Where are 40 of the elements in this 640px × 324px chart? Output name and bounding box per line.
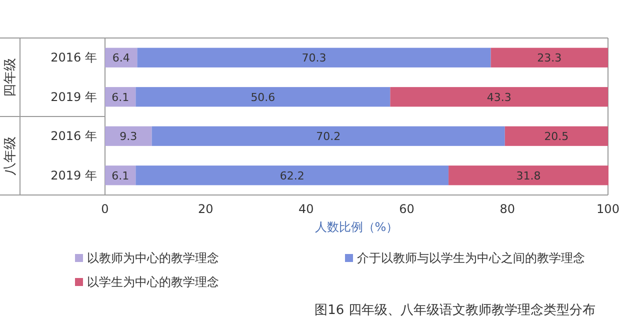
y-tick-label: 2019 年	[50, 90, 97, 104]
text: 四年级	[3, 58, 18, 97]
x-axis-title: 人数比例（%）	[314, 220, 398, 234]
x-tick-label: 20	[198, 202, 214, 216]
x-tick-label: 60	[399, 202, 414, 216]
data-label: 9.3	[120, 130, 138, 144]
bar	[137, 48, 491, 68]
bar	[136, 166, 449, 186]
x-tick-label: 0	[101, 202, 109, 216]
data-label: 6.1	[112, 90, 130, 104]
legend-label: 以学生为中心的教学理念	[87, 275, 219, 289]
bar	[390, 87, 608, 107]
y-tick-label: 2019 年	[50, 168, 97, 182]
y-tick-label: 2016 年	[50, 129, 97, 144]
data-label: 70.2	[316, 130, 341, 144]
bar	[105, 126, 152, 146]
data-label: 62.2	[280, 169, 304, 182]
data-label: 50.6	[250, 90, 276, 104]
data-label: 70.3	[302, 52, 326, 65]
text: 图16 四年级、八年级语文教师教学理念类型分布	[314, 303, 596, 318]
legend-label: 以教师为中心的教学理念	[87, 251, 219, 265]
x-tick-label: 40	[298, 202, 314, 216]
x-tick-label: 100	[596, 202, 620, 216]
y-tick-label: 2016 年	[50, 50, 97, 65]
bar	[136, 87, 390, 107]
bar	[105, 166, 136, 186]
text: 八年级	[3, 136, 18, 176]
data-label: 6.1	[112, 169, 130, 182]
bar	[504, 126, 608, 146]
x-tick-label: 80	[500, 202, 516, 216]
bar	[490, 48, 608, 68]
data-label: 23.3	[537, 52, 562, 65]
legend-label: 介于以教师与以学生为中心之间的教学理念	[357, 251, 585, 265]
data-label: 31.8	[516, 169, 541, 182]
data-label: 20.5	[544, 130, 569, 144]
bar	[105, 87, 136, 107]
bar	[152, 126, 505, 146]
data-label: 6.4	[112, 52, 130, 65]
data-label: 43.3	[486, 90, 512, 104]
bar	[448, 166, 609, 186]
